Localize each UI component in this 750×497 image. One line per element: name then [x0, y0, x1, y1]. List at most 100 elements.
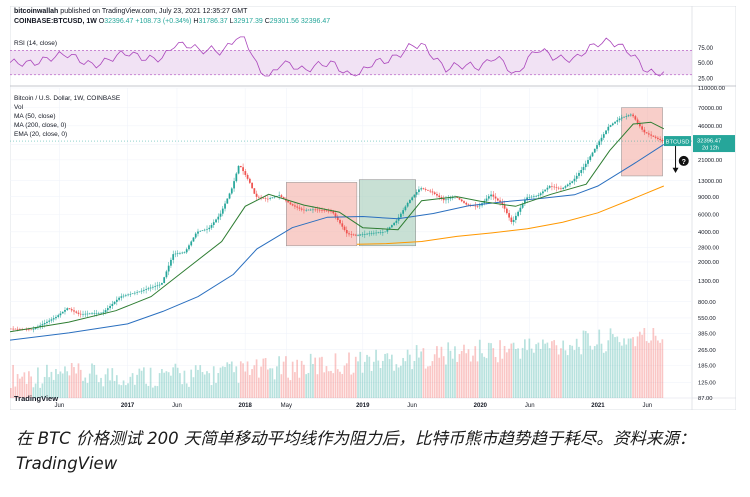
- volume-bar: [152, 387, 154, 398]
- volume-bar: [602, 352, 605, 398]
- candle-body: [75, 311, 78, 313]
- candle-body: [614, 121, 616, 124]
- volume-bar: [273, 379, 276, 398]
- volume-bar: [375, 349, 377, 398]
- candle-body: [239, 165, 242, 168]
- candle-body: [181, 252, 184, 254]
- volume-bar: [84, 377, 87, 398]
- candle-body: [652, 135, 655, 137]
- candle-body: [312, 209, 314, 211]
- candle-body: [188, 245, 190, 250]
- x-tick-label: 2017: [121, 403, 135, 409]
- y-tick-label: 2800.00: [698, 246, 719, 252]
- candle-body: [447, 198, 450, 200]
- volume-bar: [438, 357, 441, 398]
- legend-title[interactable]: Bitcoin / U.S. Dollar, 1W, COINBASE: [14, 95, 121, 102]
- candle-body: [528, 197, 531, 198]
- volume-bar: [657, 340, 659, 398]
- candle-body: [194, 233, 197, 238]
- volume-bar: [327, 371, 330, 398]
- candle-body: [620, 117, 623, 119]
- volume-bar: [496, 362, 499, 398]
- volume-bar: [609, 328, 612, 398]
- volume-bar: [654, 335, 657, 398]
- volume-bar: [28, 371, 30, 398]
- tradingview-logo[interactable]: TradingView: [14, 394, 58, 403]
- volume-bar: [359, 351, 362, 398]
- candle-body: [316, 209, 319, 211]
- volume-bar: [64, 366, 66, 398]
- candle-body: [361, 234, 364, 236]
- y-tick-label: 385.00: [698, 332, 716, 338]
- volume-bar: [348, 352, 350, 398]
- candle-body: [156, 285, 159, 287]
- volume-bar: [264, 358, 267, 398]
- legend-vol[interactable]: Vol: [14, 104, 24, 111]
- volume-bar: [269, 368, 271, 398]
- legend-ma200[interactable]: MA (200, close, 0): [14, 122, 67, 129]
- x-tick-label: 2021: [591, 403, 605, 409]
- volume-bar: [580, 354, 583, 398]
- volume-bar: [309, 353, 312, 398]
- volume-bar: [388, 359, 391, 398]
- candle-body: [269, 198, 272, 199]
- candle-body: [170, 259, 172, 266]
- candle-body: [244, 171, 247, 175]
- x-tick-label: Jun: [407, 403, 417, 409]
- volume-bar: [46, 364, 48, 398]
- volume-bar: [560, 348, 562, 398]
- volume-bar: [179, 373, 181, 398]
- candle-body: [122, 295, 125, 297]
- volume-bar: [257, 377, 260, 398]
- y-tick-label: 185.00: [698, 363, 716, 369]
- volume-bar: [260, 366, 262, 398]
- volume-bar: [636, 336, 639, 398]
- candle-body: [46, 321, 48, 324]
- x-tick-label: 2018: [238, 403, 252, 409]
- candle-body: [138, 291, 141, 293]
- legend-ema20[interactable]: EMA (20, close, 0): [14, 131, 68, 138]
- symbol-tag: [664, 136, 691, 147]
- volume-bar: [645, 341, 648, 398]
- candle-body: [566, 184, 569, 187]
- chart-svg[interactable]: 75.00 50.00 25.00 110000.00 70000.00 46000.00…: [10, 6, 736, 410]
- candle-body: [395, 220, 398, 223]
- candle-body: [176, 253, 179, 254]
- candle-body: [474, 205, 477, 207]
- header-ohlc-line: COINBASE:BTCUSD, 1W O32396.47 +108.73 (+…: [14, 18, 330, 25]
- author-name[interactable]: bitcoinwallah: [14, 8, 59, 15]
- symbol-name[interactable]: COINBASE:BTCUSD, 1W: [14, 18, 97, 25]
- volume-bar: [32, 387, 35, 398]
- volume-bar: [370, 370, 373, 398]
- candle-body: [381, 232, 384, 233]
- volume-bar: [73, 367, 75, 398]
- volume-bar: [37, 367, 39, 398]
- legend-ma50[interactable]: MA (50, close): [14, 113, 56, 120]
- volume-bar: [181, 384, 184, 398]
- low-value: 32917.39: [233, 18, 263, 25]
- y-tick-label: 800.00: [698, 300, 716, 306]
- volume-bar: [524, 339, 526, 398]
- candle-body: [427, 189, 429, 191]
- volume-bar: [400, 365, 402, 398]
- volume-bar: [294, 372, 296, 398]
- rsi-label[interactable]: RSI (14, close): [14, 40, 57, 47]
- volume-bar: [104, 374, 107, 398]
- candle-body: [467, 204, 470, 206]
- volume-bar: [643, 328, 646, 398]
- volume-bar: [296, 359, 299, 398]
- volume-bar: [551, 341, 553, 398]
- candle-body: [341, 223, 344, 227]
- volume-bar: [467, 349, 470, 398]
- candle-body: [131, 293, 134, 295]
- candle-body: [264, 198, 267, 199]
- candle-body: [100, 312, 102, 314]
- volume-bar: [298, 377, 301, 398]
- volume-bar: [230, 361, 233, 398]
- volume-bar: [503, 345, 506, 398]
- candle-body: [571, 181, 574, 183]
- volume-bar: [546, 342, 549, 398]
- candle-body: [149, 287, 152, 289]
- volume-bar: [350, 374, 353, 398]
- volume-bar: [650, 340, 652, 398]
